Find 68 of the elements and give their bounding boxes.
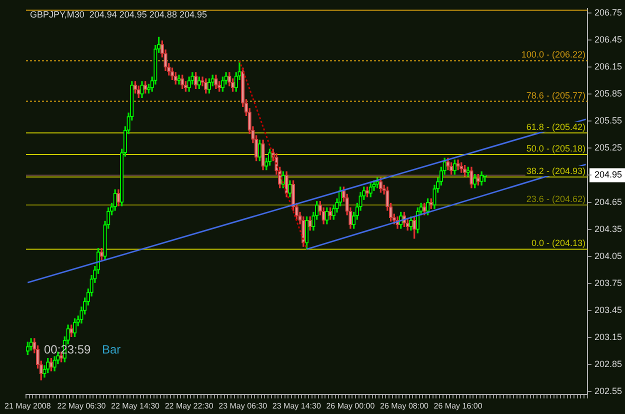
x-tick-label: 22 May 14:30	[111, 401, 160, 410]
candlestick	[194, 72, 198, 89]
candlestick	[470, 166, 474, 188]
candlestick	[177, 74, 181, 84]
candlestick	[452, 160, 456, 175]
candlestick	[365, 186, 370, 198]
candlestick	[140, 81, 144, 98]
candlestick	[483, 174, 487, 182]
y-tick-label: 204.05	[594, 250, 622, 261]
ref-line-label: 23.6 - (204.62)	[526, 194, 586, 204]
y-tick-label: 203.45	[594, 305, 622, 316]
y-tick-label: 205.55	[594, 116, 622, 126]
y-tick-label: 203.75	[594, 278, 622, 288]
y-tick-label: 206.75	[594, 7, 622, 18]
candlestick	[456, 160, 460, 170]
x-tick-label: 26 May 08:00	[380, 401, 430, 410]
candlestick	[376, 178, 380, 188]
candlestick	[207, 78, 212, 94]
candlestick	[460, 162, 464, 173]
y-tick-label: 204.95	[594, 170, 622, 180]
candlestick	[288, 180, 292, 198]
ref-line-label: 78.6 - (205.77)	[526, 90, 586, 100]
candlestick	[214, 74, 218, 89]
x-tick-label: 26 May 00:00	[326, 401, 376, 410]
y-tick-label: 205.85	[594, 88, 622, 99]
candlestick	[204, 78, 208, 94]
candlestick	[476, 174, 480, 186]
y-tick-label: 202.85	[594, 359, 622, 370]
x-tick-label: 22 May 06:30	[57, 401, 106, 410]
ref-line-label: 61.8 - (205.42)	[526, 122, 586, 132]
candlestick	[133, 81, 138, 94]
y-tick-label: 206.15	[594, 62, 622, 72]
x-tick-label: 23 May 06:30	[218, 401, 268, 410]
candlestick	[308, 216, 312, 231]
chart-title: GBPJPY,M30 204.94 204.95 204.88 204.95	[30, 9, 207, 20]
x-tick-label: 23 May 14:30	[272, 401, 322, 410]
candlestick	[116, 189, 120, 206]
candlestick	[480, 171, 484, 186]
candlestick	[180, 74, 184, 89]
candlestick	[144, 81, 148, 94]
ref-line-label: 38.2 - (204.93)	[526, 166, 586, 176]
candlestick	[378, 178, 383, 193]
candlestick	[368, 183, 372, 198]
y-tick-label: 203.15	[594, 332, 622, 342]
y-tick-label: 205.25	[594, 142, 622, 153]
candlestick	[72, 318, 77, 338]
candlestick	[261, 140, 265, 170]
candlestick	[473, 174, 477, 188]
x-tick-label: 21 May 2008	[4, 401, 52, 410]
ref-line-label: 50.0 - (205.18)	[526, 143, 586, 154]
ref-line-label: 0.0 - (204.13)	[531, 238, 586, 248]
candlestick	[409, 216, 413, 231]
y-tick-label: 202.55	[594, 386, 622, 396]
candlestick	[446, 158, 450, 170]
candlestick	[284, 171, 288, 198]
ref-line-label: 100.0 - (206.22)	[521, 50, 586, 60]
candlestick	[29, 338, 33, 351]
x-tick-label: 26 May 16:00	[434, 401, 483, 410]
annotation: Bar	[102, 342, 121, 356]
candlestick	[429, 198, 433, 209]
y-tick-label: 204.35	[594, 224, 622, 234]
candlestick	[46, 358, 50, 374]
candlestick	[197, 76, 201, 89]
y-tick-label: 206.45	[594, 34, 622, 44]
y-tick-label: 204.65	[594, 196, 622, 207]
candlestick	[70, 324, 74, 338]
x-tick-label: 22 May 22:30	[164, 401, 214, 410]
candlestick	[462, 164, 467, 176]
